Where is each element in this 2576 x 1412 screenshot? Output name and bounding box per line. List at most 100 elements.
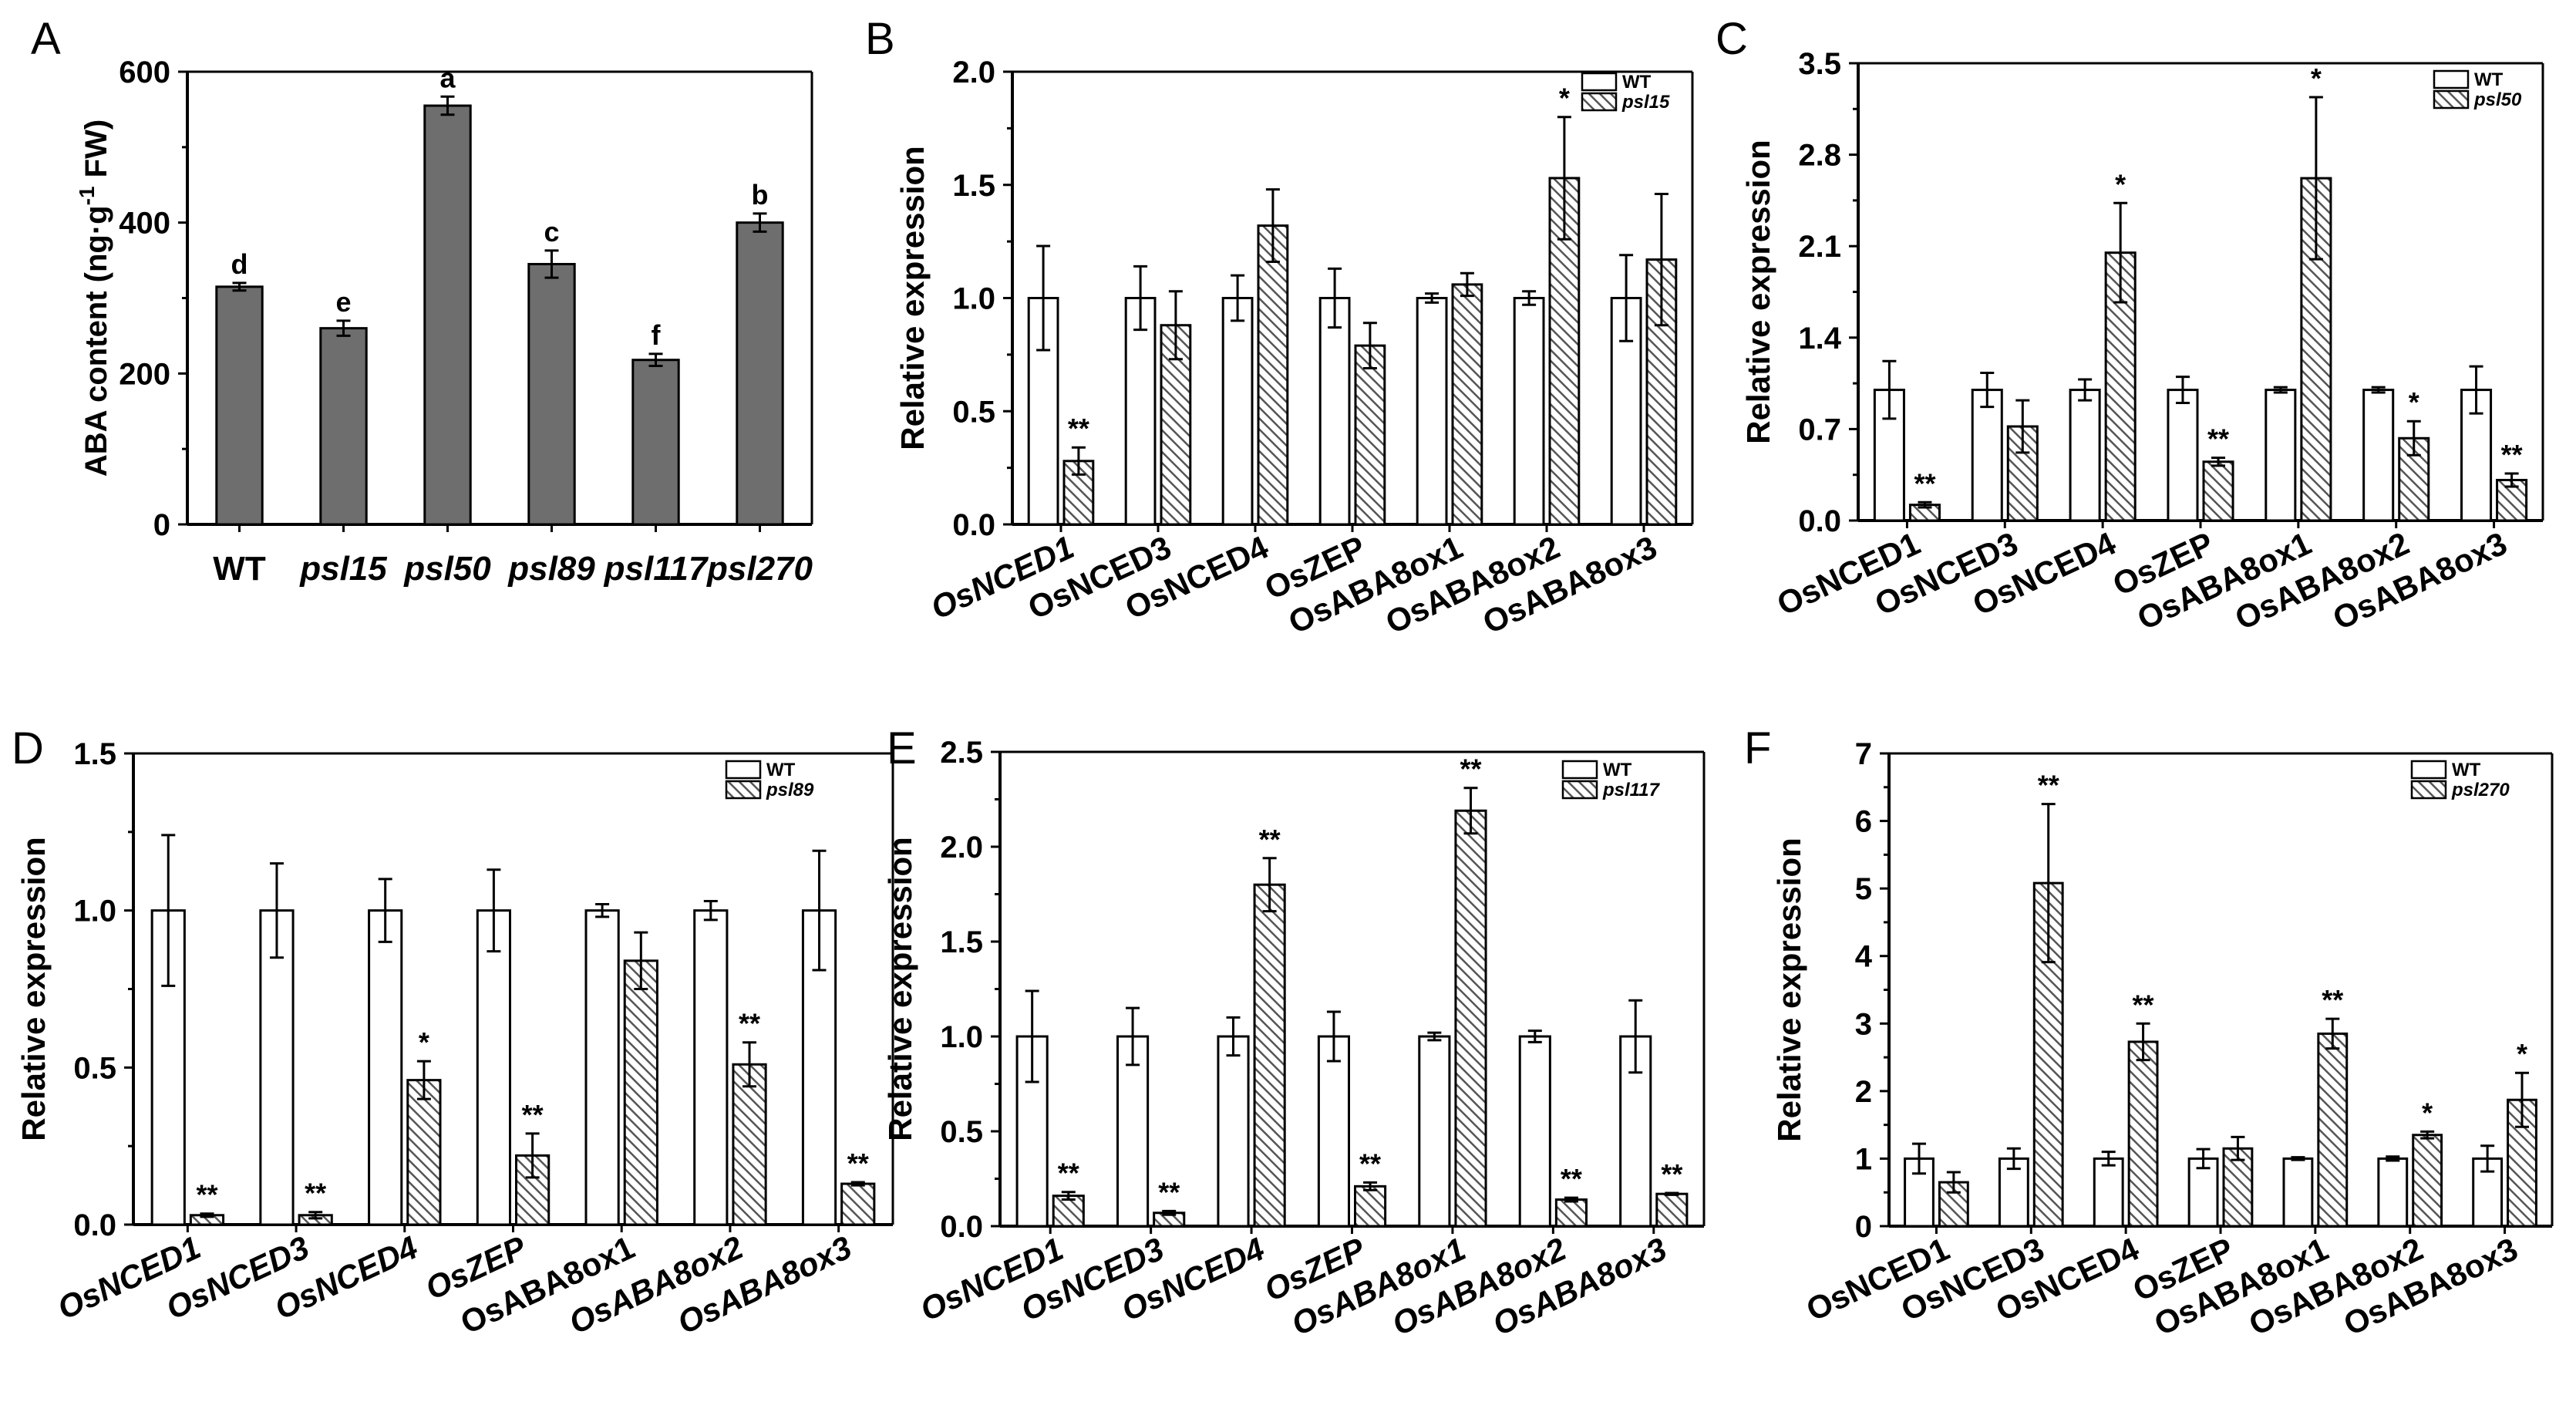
y-tick-label: 1.4 [1798, 322, 1841, 356]
significance-label: d [231, 248, 248, 280]
significance-label: ** [1359, 1147, 1381, 1179]
x-tick-label: psl270 [706, 550, 813, 588]
legend-swatch [1581, 72, 1618, 92]
significance-label: ** [847, 1147, 869, 1179]
y-axis-label: Relative expression [882, 837, 918, 1141]
y-tick-label: 0.0 [1798, 504, 1841, 538]
significance-label: a [439, 62, 456, 93]
bar-value [423, 104, 472, 526]
panel-label: C [1716, 14, 1748, 64]
y-tick-label: 0 [1855, 1210, 1872, 1244]
y-tick-label: 600 [119, 56, 170, 89]
y-tick-label: 4 [1855, 940, 1873, 974]
bar-WT [2265, 389, 2297, 522]
bar-WT [1221, 297, 1254, 526]
y-tick-label: 7 [1855, 737, 1872, 771]
significance-label: ** [1058, 1158, 1079, 1189]
y-tick-label: 3.5 [1798, 47, 1841, 81]
significance-label: ** [196, 1179, 217, 1211]
significance-label: ** [305, 1178, 326, 1209]
x-tick-label: psl117 [604, 550, 709, 588]
significance-label: ** [2133, 989, 2154, 1020]
significance-label: ** [2501, 439, 2523, 470]
bar-psl89 [732, 1063, 767, 1226]
y-tick-label: 1.0 [940, 1020, 983, 1054]
y-tick-label: 2.5 [940, 736, 983, 770]
bar-value [631, 359, 680, 526]
panel-label: E [887, 723, 917, 773]
y-tick-label: 5 [1855, 872, 1872, 906]
significance-label: ** [1661, 1158, 1682, 1190]
bar-WT [259, 909, 295, 1226]
y-tick-label: 400 [119, 207, 170, 241]
legend-label: WT [766, 760, 796, 780]
significance-label: c [544, 216, 559, 248]
panel-label: A [31, 14, 61, 64]
legend-swatch [1581, 92, 1618, 112]
legend-label: WT [1603, 760, 1632, 780]
panel-label: D [12, 723, 44, 773]
significance-label: b [752, 179, 769, 211]
bar-WT [2377, 1157, 2409, 1228]
bar-psl89 [840, 1182, 876, 1226]
significance-label: ** [1561, 1163, 1582, 1195]
bar-WT [476, 909, 511, 1226]
y-tick-label: 0.7 [1798, 413, 1841, 447]
bar-WT [1518, 1035, 1551, 1228]
significance-label: ** [1914, 467, 1935, 499]
y-tick-label: 2.1 [1798, 230, 1841, 264]
y-tick-label: 1.5 [73, 737, 116, 771]
y-tick-label: 0.5 [940, 1115, 983, 1149]
significance-label: * [2115, 168, 2126, 200]
legend-swatch [1561, 780, 1598, 800]
y-tick-label: 3 [1855, 1007, 1872, 1041]
y-tick-label: 0.0 [73, 1208, 116, 1242]
bar-psl270 [2222, 1147, 2254, 1228]
bar-value [736, 221, 784, 526]
bar-WT [2069, 389, 2101, 522]
significance-label: ** [522, 1099, 544, 1131]
y-tick-label: 2.0 [940, 831, 983, 864]
significance-label: ** [1068, 413, 1089, 444]
bar-psl89 [623, 959, 658, 1226]
bar-WT [368, 909, 403, 1226]
bar-WT [1416, 297, 1448, 526]
bar-psl270 [2317, 1032, 2349, 1228]
significance-label: f [652, 319, 662, 351]
y-axis-label: Relative expression [894, 146, 931, 450]
bar-WT [1513, 297, 1545, 526]
y-tick-label: 6 [1855, 805, 1872, 839]
bar-psl117 [1253, 883, 1286, 1228]
y-tick-label: 1.5 [940, 925, 983, 959]
y-tick-label: 1.0 [952, 282, 995, 316]
bar-WT [1317, 1035, 1351, 1228]
panel-E: E 0.0 0.5 1.0 1.5 2.0 2.5 Relative expression **… [882, 723, 1706, 1343]
bar-psl89 [406, 1079, 442, 1226]
bar-WT [1971, 389, 2003, 522]
significance-label: ** [1158, 1176, 1180, 1208]
y-tick-label: 0.0 [940, 1210, 983, 1244]
y-tick-label: 2 [1855, 1075, 1872, 1109]
legend-swatch [725, 780, 762, 800]
significance-label: * [2517, 1038, 2527, 1070]
bar-WT [1217, 1035, 1250, 1228]
legend-label: psl89 [766, 780, 814, 800]
legend-label: psl270 [2451, 780, 2510, 800]
y-tick-label: 1.0 [73, 895, 116, 928]
bar-psl15 [1257, 224, 1289, 526]
bar-psl117 [1454, 809, 1487, 1228]
bar-value [215, 285, 264, 526]
x-tick-label: psl50 [403, 550, 491, 588]
bar-WT [1418, 1035, 1451, 1228]
y-tick-label: 0.5 [952, 395, 995, 429]
